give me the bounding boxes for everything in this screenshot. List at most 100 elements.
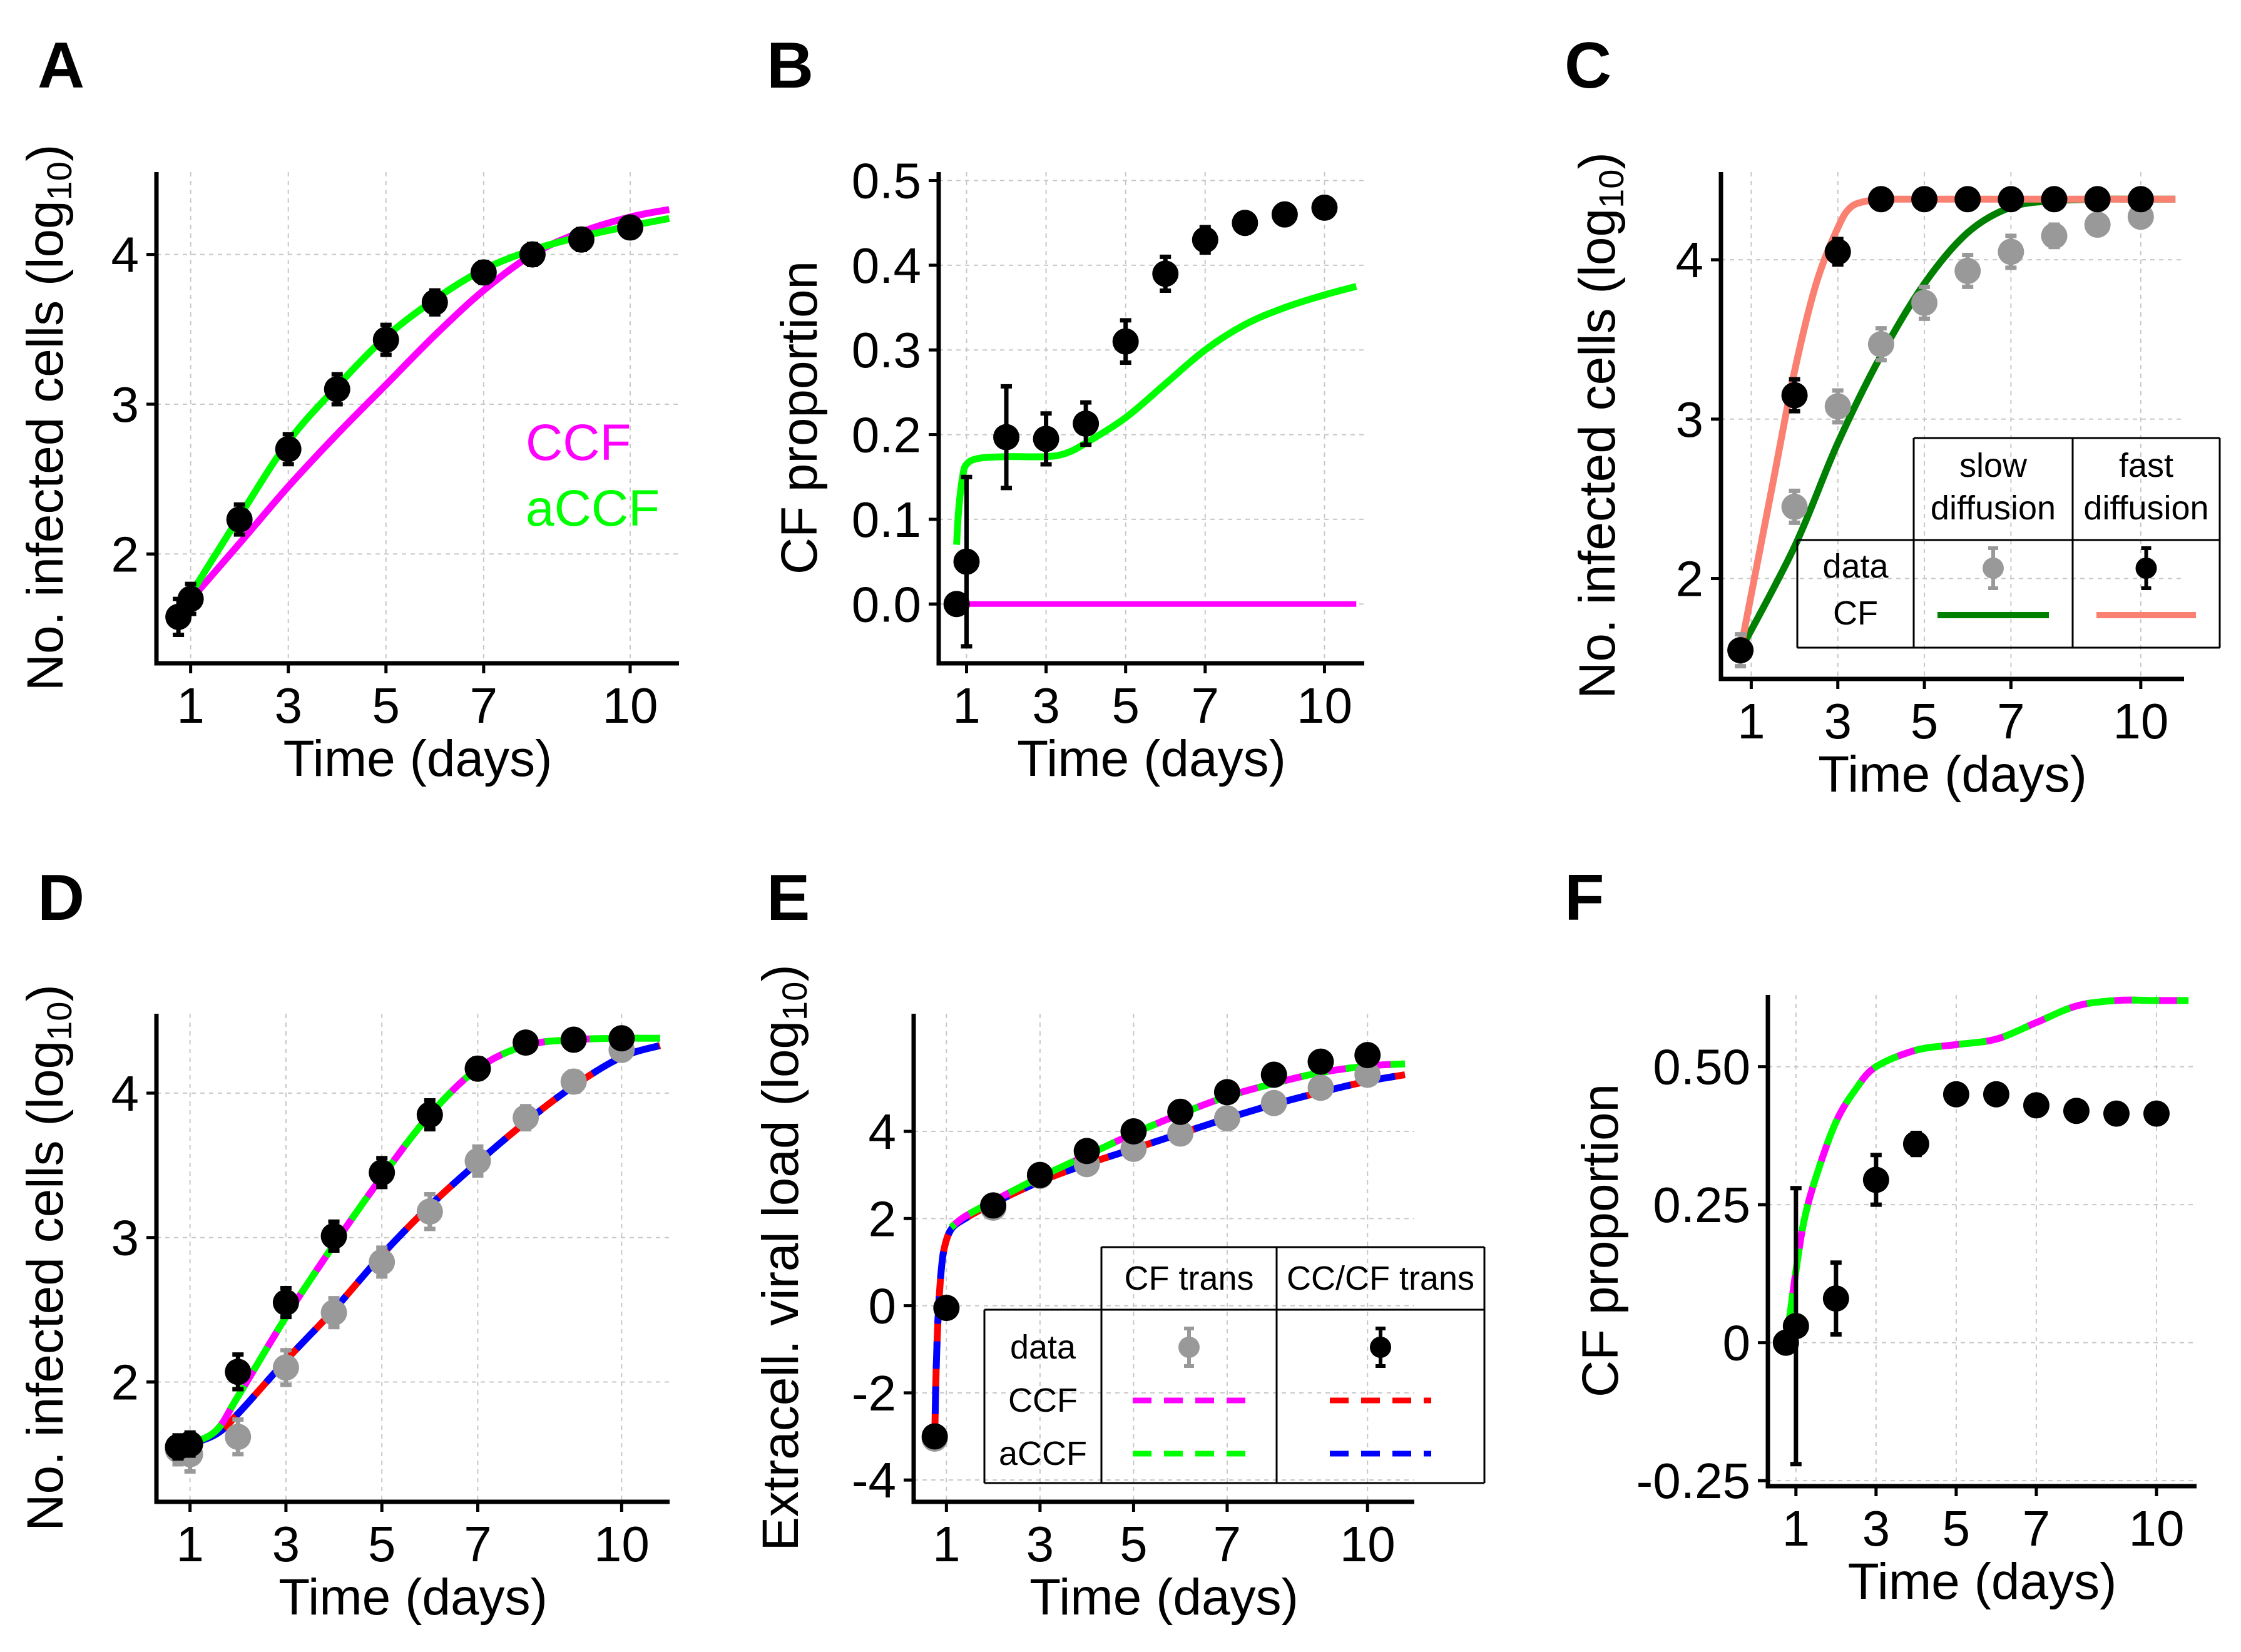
y-tick-label: 0.50 (1653, 1039, 1750, 1095)
data-point (1781, 382, 1808, 409)
data-point (1232, 210, 1258, 237)
panel-letter: F (1565, 862, 1605, 934)
y-axis-label-subscript: 10 (39, 1002, 79, 1041)
data-point (2063, 1098, 2090, 1124)
axes-frame (1765, 995, 2197, 1489)
y-tick-label: 2 (869, 1191, 897, 1247)
y-axis-label-main: No. infected cells (log (17, 200, 74, 691)
data-point (1120, 1118, 1147, 1145)
data-point (1354, 1042, 1381, 1069)
data-point (177, 586, 204, 613)
y-tick-label: 0.0 (852, 576, 921, 632)
x-tick-label: 7 (470, 678, 498, 733)
data-point (1954, 186, 1981, 213)
data-point (1824, 393, 1851, 420)
legend-header: CC/CF trans (1287, 1260, 1474, 1297)
y-tick-label: 0.3 (852, 322, 921, 378)
y-tick-label: -4 (852, 1452, 896, 1508)
data-point (470, 259, 497, 286)
data-point (2143, 1100, 2170, 1127)
y-axis-label-main: No. infected cells (log (17, 1041, 74, 1531)
data-point (372, 327, 399, 354)
panel-letter: B (767, 29, 814, 102)
y-tick-label: 2 (111, 526, 140, 582)
axes-frame (1718, 172, 2184, 681)
curve-accf-cf-trans (176, 1042, 661, 1451)
data-point (1782, 1313, 1809, 1340)
x-tick-label: 1 (176, 678, 205, 733)
data-point (1911, 289, 1938, 316)
y-axis-label-close: ) (17, 984, 74, 1001)
data-point (2041, 222, 2068, 249)
curve-accf-cc-cf-trans (176, 1034, 660, 1451)
data-point (1998, 186, 2024, 213)
data-point (993, 424, 1020, 451)
x-tick-label: 10 (1340, 1516, 1396, 1572)
x-tick-label: 5 (1111, 678, 1140, 733)
x-tick-label: 7 (1192, 678, 1220, 733)
data-point (568, 226, 595, 253)
data-point (933, 1295, 960, 1322)
x-tick-label: 3 (274, 678, 302, 733)
curve-ccf-cc-cf-trans (176, 1034, 660, 1451)
y-axis-label: No. infected cells (log10) (17, 145, 79, 691)
data-point (1998, 238, 2024, 265)
x-tick-label: 3 (1032, 678, 1060, 733)
data-point (1867, 186, 1894, 213)
y-tick-label: 4 (111, 227, 140, 283)
data-point (943, 591, 970, 618)
legend-entry-ccf: CCF (526, 414, 631, 471)
y-tick-label: 2 (1676, 551, 1704, 607)
data-point (2023, 1092, 2050, 1119)
data-point (2041, 186, 2068, 213)
data-point (421, 289, 448, 316)
x-tick-label: 7 (1997, 693, 2025, 749)
legend-marker (1983, 558, 2004, 579)
y-axis-label: CF proportion (1572, 1084, 1629, 1397)
data-point (519, 241, 546, 268)
y-axis-label-main: CF proportion (771, 261, 828, 574)
x-axis-label: Time (days) (1848, 1553, 2117, 1610)
x-tick-label: 1 (1782, 1501, 1810, 1556)
data-point (1311, 194, 1338, 221)
data-point (1112, 328, 1139, 355)
panel-letter: A (38, 29, 84, 102)
y-tick-label: 3 (111, 1210, 140, 1266)
data-point (2127, 186, 2154, 213)
y-tick-label: 0 (1723, 1315, 1751, 1371)
y-tick-label: 0 (869, 1278, 897, 1334)
data-point (560, 1068, 587, 1095)
x-tick-label: 3 (272, 1516, 300, 1572)
y-axis-label-subscript: 10 (1591, 170, 1631, 208)
panel-b: B 1 3 5 7 10 0.0 0.1 0.2 0.3 0.4 0.5 Time (days) CF p… (767, 29, 1364, 787)
panel-f: F 1 3 5 7 10 -0.25 0 0.25 0.50 Time (days) CF propo… (1565, 862, 2197, 1610)
y-tick-label: -2 (852, 1365, 896, 1421)
x-tick-label: 7 (1213, 1516, 1242, 1572)
axes-frame (154, 172, 679, 666)
panel-letter: D (38, 862, 84, 934)
y-tick-label: 3 (111, 377, 140, 432)
data-point (560, 1026, 587, 1053)
data-point (464, 1148, 491, 1175)
x-tick-label: 10 (2128, 1501, 2184, 1556)
data-point (1192, 227, 1218, 253)
legend-row-label: CCF (1008, 1382, 1078, 1419)
x-tick-label: 1 (1737, 693, 1765, 749)
panel-a: A 1 3 5 7 10 2 3 4 Time (days) No. infected cells … (17, 29, 679, 787)
y-axis-label-close: ) (752, 964, 809, 981)
data-point (1260, 1089, 1287, 1116)
curve-ccf-cf-trans (176, 1042, 661, 1451)
panel-d: D 1 3 5 7 10 2 3 4 Time (days) No. infected cells … (17, 862, 670, 1626)
curve-accf (953, 283, 1357, 545)
legend-row-label: data (1822, 548, 1889, 585)
data-point (369, 1159, 396, 1186)
y-axis-label: No. infected cells (log10) (17, 984, 79, 1531)
data-point (953, 548, 980, 575)
panel-c: C 1 3 5 7 10 2 3 4 Time (days) No. infected cells … (1565, 29, 2221, 803)
panel-e: E 1 3 5 7 10 -4 -2 0 2 4 Time (days) Extracell. vira… (752, 862, 1486, 1626)
y-axis-label-subscript: 10 (775, 982, 814, 1021)
y-axis-label-close: ) (17, 145, 74, 161)
data-point (320, 1299, 347, 1326)
data-point (1862, 1166, 1889, 1193)
data-point (1942, 1081, 1969, 1108)
